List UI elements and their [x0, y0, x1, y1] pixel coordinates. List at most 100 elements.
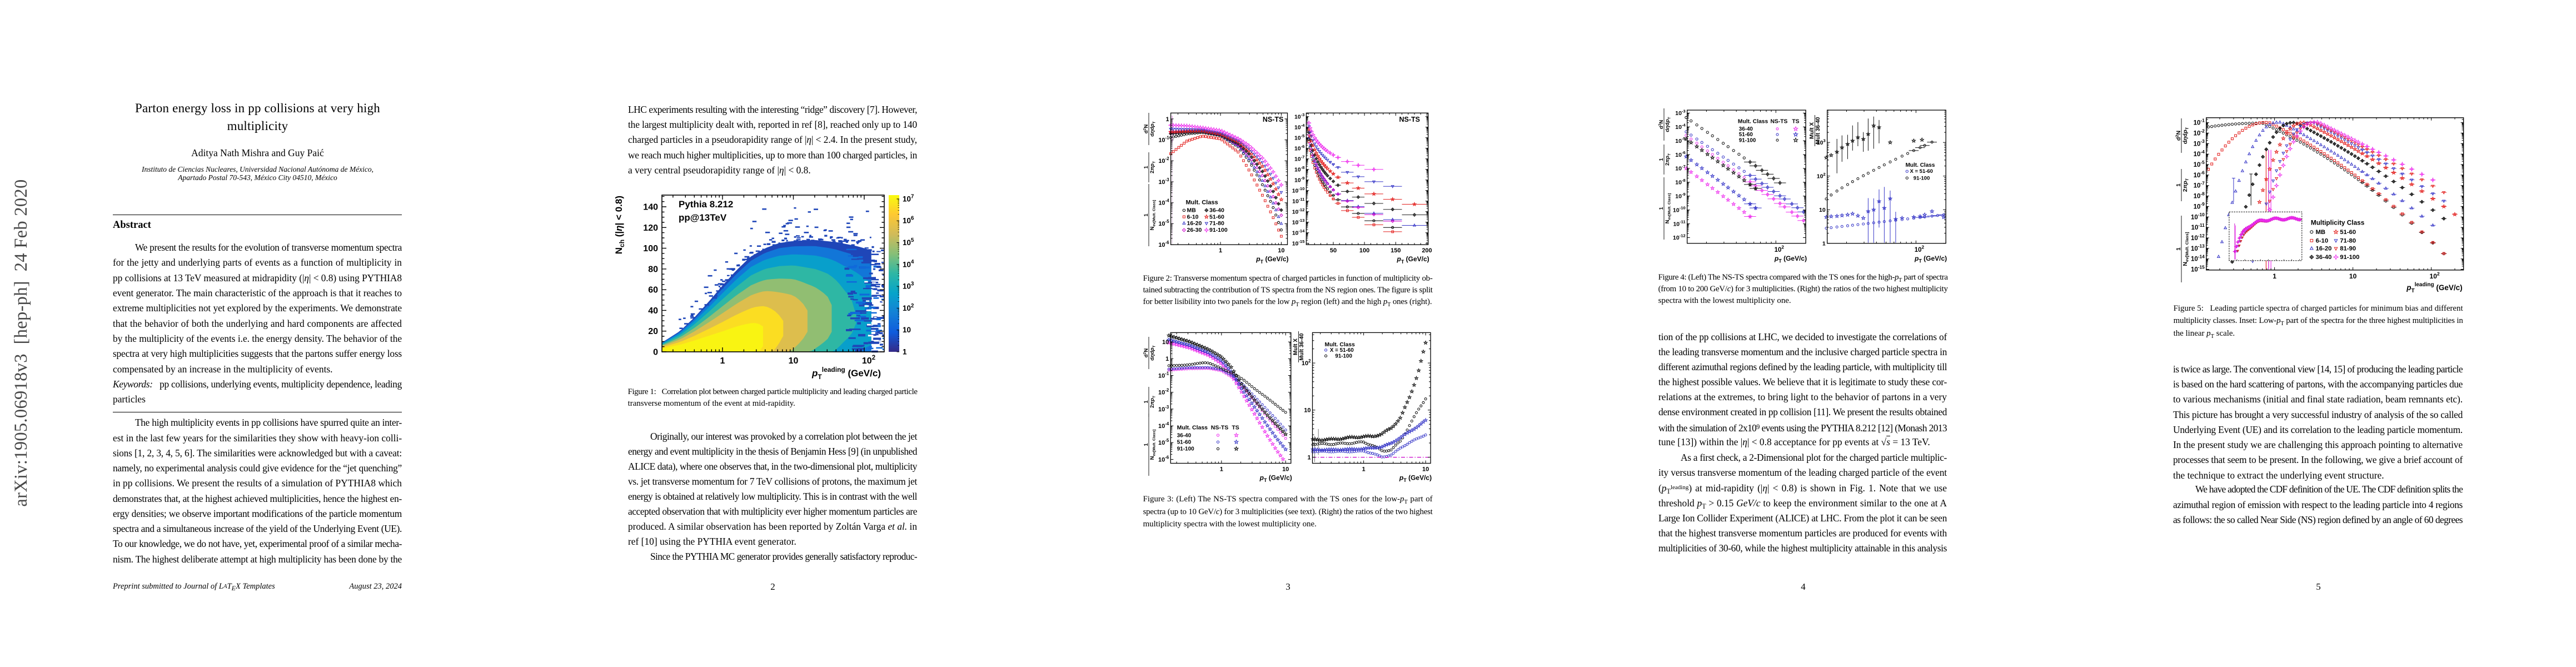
svg-text:pT (GeV/c): pT (GeV/c): [1399, 474, 1432, 484]
svg-text:10: 10: [1819, 207, 1826, 213]
svg-text:10-2: 10-2: [1158, 388, 1169, 396]
svg-text:10: 10: [1304, 407, 1311, 414]
svg-text:10: 10: [1162, 339, 1169, 346]
svg-text:10-10: 10-10: [2191, 212, 2205, 221]
svg-text:pTleading (GeV/c): pTleading (GeV/c): [2406, 282, 2462, 294]
svg-text:10-5: 10-5: [2194, 160, 2205, 168]
svg-text:1: 1: [2175, 183, 2182, 187]
svg-text:Mult. Class: Mult. Class: [1325, 342, 1356, 348]
svg-text:TS: TS: [1792, 118, 1799, 125]
svg-text:36-40: 36-40: [1739, 126, 1753, 132]
svg-text:pTleading (GeV/c): pTleading (GeV/c): [811, 366, 881, 381]
svg-text:102: 102: [1817, 172, 1826, 180]
svg-text:d2N: d2N: [1658, 120, 1665, 130]
svg-text:10-8: 10-8: [2194, 191, 2205, 200]
svg-text:10-6: 10-6: [1158, 455, 1169, 463]
svg-text:2πpT: 2πpT: [1665, 153, 1671, 166]
svg-text:91-100: 91-100: [1335, 354, 1352, 360]
svg-text:dηdpT: dηdpT: [1149, 121, 1156, 136]
svg-text:150: 150: [1391, 247, 1401, 254]
svg-text:10-14: 10-14: [2191, 254, 2205, 263]
svg-text:102: 102: [2430, 271, 2440, 280]
svg-text:Pythia 8.212: Pythia 8.212: [679, 199, 733, 210]
svg-text:Multiplicity Class: Multiplicity Class: [2311, 218, 2365, 226]
svg-text:1: 1: [1658, 207, 1665, 210]
svg-text:MB: MB: [1187, 207, 1197, 214]
svg-text:6-10: 6-10: [2316, 237, 2329, 244]
svg-text:36-40: 36-40: [1209, 207, 1224, 214]
svg-text:51-60: 51-60: [1739, 132, 1753, 138]
svg-text:10-13: 10-13: [2191, 243, 2205, 252]
svg-text:36-40: 36-40: [1177, 432, 1192, 439]
svg-text:71-80: 71-80: [2340, 237, 2356, 244]
svg-text:1: 1: [2273, 272, 2276, 280]
svg-text:71-80: 71-80: [1209, 220, 1224, 227]
svg-text:10-5: 10-5: [1675, 136, 1686, 145]
svg-text:NS-TS: NS-TS: [1211, 424, 1229, 431]
svg-text:10-4: 10-4: [1158, 421, 1169, 430]
svg-text:pp@13TeV: pp@13TeV: [679, 212, 727, 223]
svg-text:Mult. Class: Mult. Class: [1186, 200, 1218, 206]
svg-text:Mult X: Mult X: [1809, 122, 1815, 139]
svg-text:d2N: d2N: [2174, 131, 2182, 141]
svg-text:1: 1: [1307, 454, 1311, 461]
svg-text:10-11: 10-11: [1673, 220, 1686, 228]
svg-text:Mult. Class: Mult. Class: [1738, 118, 1768, 125]
svg-text:2πpT: 2πpT: [1149, 395, 1156, 408]
svg-text:1: 1: [1143, 166, 1149, 169]
svg-text:10: 10: [903, 326, 911, 334]
svg-text:107: 107: [903, 193, 914, 203]
svg-text:1: 1: [1822, 241, 1826, 247]
svg-text:TS: TS: [1232, 424, 1239, 431]
svg-text:16-20: 16-20: [2316, 246, 2332, 252]
svg-text:51-60: 51-60: [1177, 440, 1192, 446]
svg-text:Nev[Mult. Class]: Nev[Mult. Class]: [2182, 232, 2190, 266]
svg-text:10-1: 10-1: [1158, 371, 1169, 379]
svg-text:10-5: 10-5: [1158, 438, 1169, 446]
svg-text:10-7: 10-7: [1675, 164, 1685, 172]
svg-text:1: 1: [1143, 213, 1149, 217]
svg-text:51-60: 51-60: [1209, 213, 1224, 220]
svg-text:91-100: 91-100: [1177, 446, 1195, 452]
svg-text:80: 80: [648, 265, 658, 274]
svg-text:10-6: 10-6: [1675, 150, 1685, 158]
svg-text:pT (GeV/c): pT (GeV/c): [1396, 255, 1429, 265]
svg-text:10-3: 10-3: [1675, 108, 1685, 117]
svg-text:91-100: 91-100: [2340, 254, 2359, 261]
svg-text:d2N: d2N: [1143, 349, 1149, 358]
svg-text:102: 102: [862, 355, 875, 366]
svg-text:2πpT: 2πpT: [1149, 161, 1156, 173]
svg-text:0: 0: [653, 348, 658, 357]
svg-text:Nch (|η| < 0.8): Nch (|η| < 0.8): [614, 196, 626, 254]
svg-text:10: 10: [1422, 466, 1429, 473]
svg-text:91-100: 91-100: [1739, 137, 1756, 143]
svg-text:dηdpT: dηdpT: [1149, 345, 1156, 360]
svg-text:d2N: d2N: [1143, 125, 1149, 134]
svg-text:102: 102: [903, 303, 914, 312]
svg-text:NS-TS: NS-TS: [1399, 116, 1421, 123]
svg-text:10-12: 10-12: [2191, 233, 2205, 242]
svg-text:100: 100: [1359, 247, 1369, 254]
svg-text:Mult. Class: Mult. Class: [1906, 162, 1935, 168]
svg-text:1: 1: [1362, 466, 1366, 473]
svg-text:106: 106: [903, 216, 914, 225]
svg-text:1: 1: [1143, 400, 1149, 404]
svg-text:10-15: 10-15: [2191, 264, 2205, 273]
svg-text:10-12: 10-12: [1673, 233, 1686, 242]
svg-text:36-40: 36-40: [2316, 254, 2332, 261]
svg-text:pT (GeV/c): pT (GeV/c): [1774, 255, 1807, 264]
svg-text:dηdpT: dηdpT: [1665, 116, 1671, 132]
svg-text:91-100: 91-100: [1209, 227, 1228, 233]
svg-text:10-11: 10-11: [2191, 222, 2205, 231]
svg-text:6-10: 6-10: [1187, 213, 1199, 220]
svg-text:1: 1: [2175, 247, 2182, 251]
svg-text:104: 104: [903, 259, 914, 268]
svg-text:Mult X: Mult X: [1293, 339, 1299, 355]
svg-text:1: 1: [1165, 116, 1169, 123]
svg-text:10: 10: [2349, 272, 2357, 280]
svg-text:1: 1: [1220, 466, 1223, 473]
svg-text:120: 120: [643, 223, 658, 233]
svg-text:1: 1: [1143, 443, 1149, 446]
svg-text:10-2: 10-2: [2194, 128, 2205, 137]
svg-text:1: 1: [720, 356, 725, 366]
